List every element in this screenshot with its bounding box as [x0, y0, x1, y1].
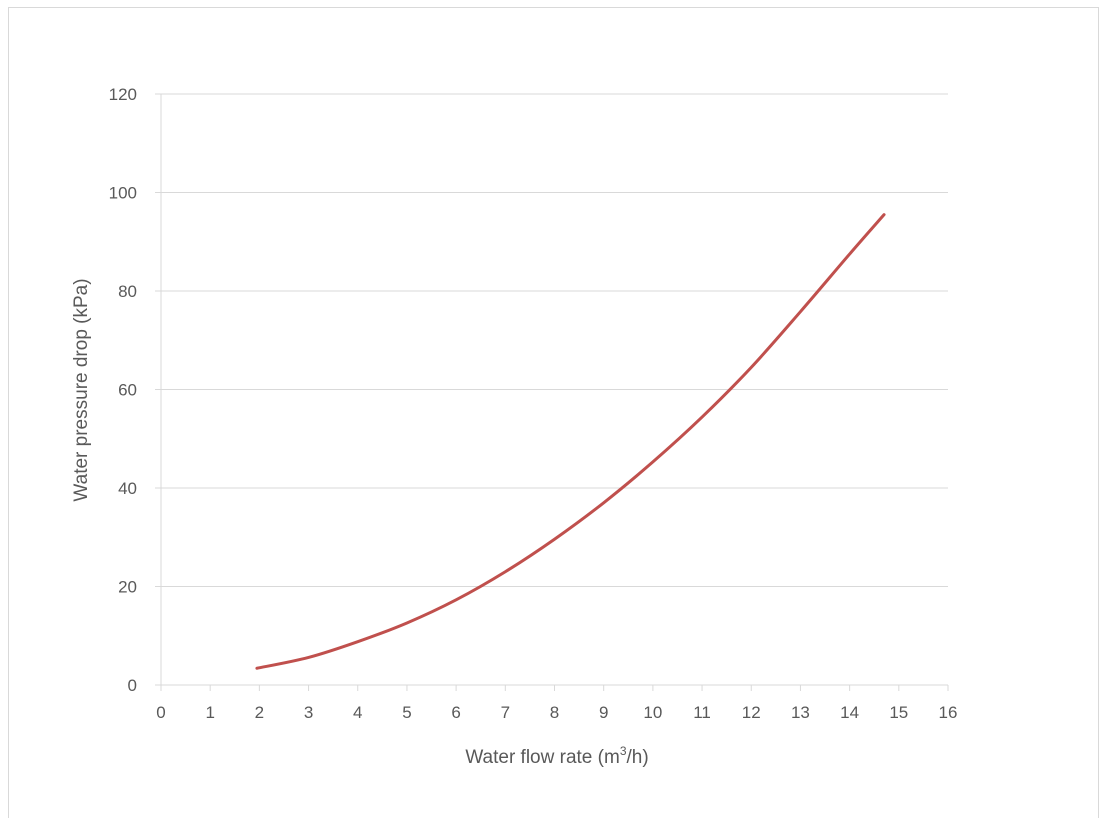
x-tick-label-10: 10	[643, 703, 662, 722]
axes	[155, 93, 949, 691]
y-tick-label-40: 40	[118, 479, 137, 498]
y-tick-label-0: 0	[128, 676, 137, 695]
grid-lines	[161, 93, 948, 587]
series-layer	[255, 213, 886, 670]
chart-frame	[8, 7, 1099, 818]
y-tick-label-20: 20	[118, 578, 137, 597]
x-tick-label-15: 15	[889, 703, 908, 722]
y-axis-title: Water pressure drop (kPa)	[71, 278, 92, 501]
x-tick-label-9: 9	[599, 703, 608, 722]
x-tick-label-3: 3	[304, 703, 313, 722]
x-tick-label-0: 0	[156, 703, 165, 722]
y-tick-label-80: 80	[118, 282, 137, 301]
x-tick-label-12: 12	[742, 703, 761, 722]
x-axis-title-main: Water flow rate (m	[465, 747, 620, 768]
x-tick-label-7: 7	[501, 703, 510, 722]
x-tick-label-1: 1	[205, 703, 214, 722]
x-tick-label-2: 2	[255, 703, 264, 722]
x-tick-label-16: 16	[939, 703, 958, 722]
x-tick-label-13: 13	[791, 703, 810, 722]
x-tick-label-6: 6	[451, 703, 460, 722]
y-tick-label-120: 120	[109, 85, 137, 104]
y-tick-label-60: 60	[118, 381, 137, 400]
x-axis-title: Water flow rate (m3/h)	[465, 744, 648, 768]
x-tick-label-14: 14	[840, 703, 859, 722]
x-axis-title-sup: 3	[620, 744, 627, 758]
y-tick-label-100: 100	[109, 184, 137, 203]
x-tick-label-11: 11	[693, 703, 711, 722]
x-axis-title-tail: /h)	[627, 747, 649, 768]
x-tick-label-5: 5	[402, 703, 411, 722]
x-tick-label-4: 4	[353, 703, 362, 722]
series-line-0	[255, 213, 886, 670]
x-tick-label-8: 8	[550, 703, 559, 722]
